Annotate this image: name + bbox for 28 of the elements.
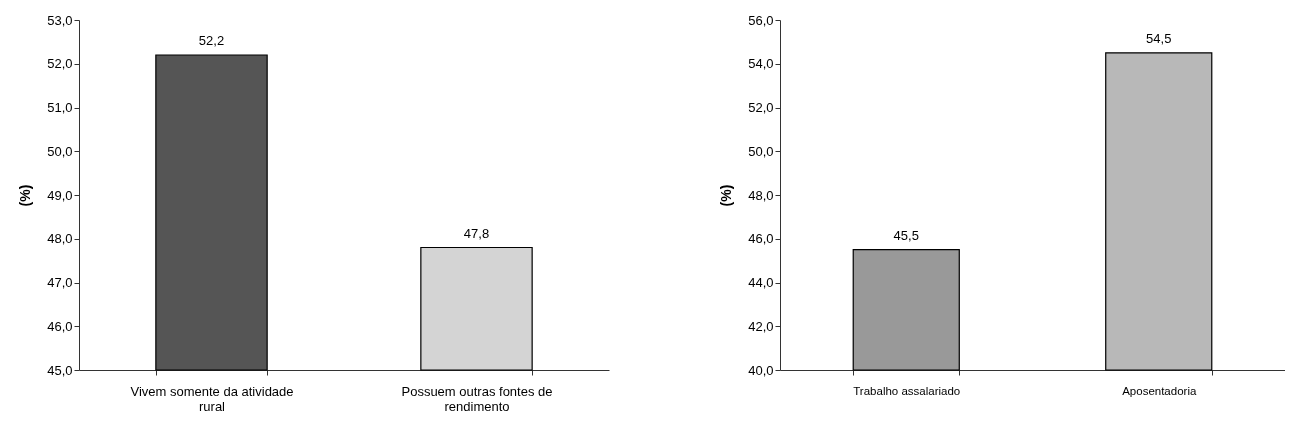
y-tick-label: 46,0: [47, 318, 73, 334]
y-tick-label: 46,0: [748, 231, 774, 247]
y-tick-label: 48,0: [47, 231, 73, 247]
data-label: 52,2: [198, 33, 225, 48]
y-tick-label: 54,0: [748, 56, 774, 72]
y-tick-label: 49,0: [47, 187, 73, 203]
data-label: 47,8: [463, 225, 490, 241]
y-tick-label: 40,0: [748, 362, 774, 378]
y-tick-label: 51,0: [47, 100, 73, 115]
x-tick-label: Possuem outras fontes de rendimento: [401, 383, 553, 414]
y-tick-label: 48,0: [748, 187, 774, 203]
x-tick-label: Aposentadoria: [1122, 384, 1197, 397]
y-tick-label: 44,0: [748, 275, 774, 290]
y-tick-label: 56,0: [748, 12, 774, 28]
y-tick-label: 52,0: [47, 56, 73, 72]
y-tick-label: 47,0: [47, 275, 73, 290]
x-tick-label: Vivem somente da atividade rural: [130, 383, 294, 414]
y-tick-label: 42,0: [748, 318, 774, 334]
y-tick-label: 45,0: [47, 362, 73, 378]
y-axis-title: (%): [17, 184, 34, 207]
y-tick-label: 53,0: [47, 12, 73, 28]
y-tick-label: 50,0: [748, 143, 774, 159]
y-tick-label: 50,0: [47, 143, 73, 159]
y-tick-label: 52,0: [748, 100, 774, 115]
x-tick-label: Trabalho assalariado: [853, 384, 961, 397]
y-axis-title: (%): [718, 184, 735, 207]
data-label: 45,5: [893, 227, 919, 243]
data-label: 54,5: [1146, 30, 1172, 46]
